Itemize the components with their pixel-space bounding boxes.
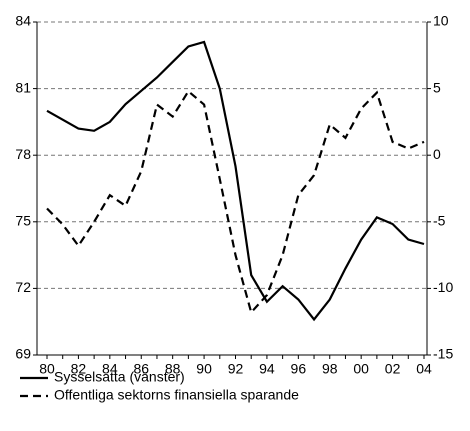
y2-tick-label: -10 <box>433 279 453 295</box>
y-tick-label: 69 <box>15 346 31 362</box>
y-tick-label: 84 <box>15 13 31 29</box>
x-tick-label: 90 <box>196 361 212 377</box>
y-tick-label: 78 <box>15 146 31 162</box>
y2-tick-label: -5 <box>433 213 446 229</box>
y-tick-label: 81 <box>15 79 31 95</box>
x-tick-label: 96 <box>291 361 307 377</box>
x-tick-label: 92 <box>228 361 244 377</box>
x-tick-label: 82 <box>71 361 87 377</box>
x-tick-label: 04 <box>416 361 432 377</box>
y2-tick-label: -15 <box>433 346 453 362</box>
x-tick-label: 94 <box>259 361 275 377</box>
legend-label: Offentliga sektorns finansiella sparande <box>54 387 299 403</box>
x-tick-label: 86 <box>133 361 149 377</box>
series-line <box>46 89 425 315</box>
x-tick-label: 02 <box>385 361 401 377</box>
series-line <box>46 40 425 322</box>
y2-tick-label: 10 <box>433 13 449 29</box>
x-tick-label: 88 <box>165 361 181 377</box>
x-tick-label: 98 <box>322 361 338 377</box>
y2-tick-label: 0 <box>433 146 441 162</box>
x-tick-label: 00 <box>353 361 369 377</box>
y-tick-label: 75 <box>15 213 31 229</box>
x-tick-label: 80 <box>39 361 55 377</box>
y-tick-label: 72 <box>15 279 31 295</box>
legend-label: Sysselsatta (vänster) <box>54 369 185 385</box>
x-tick-label: 84 <box>102 361 118 377</box>
y2-tick-label: 5 <box>433 79 441 95</box>
